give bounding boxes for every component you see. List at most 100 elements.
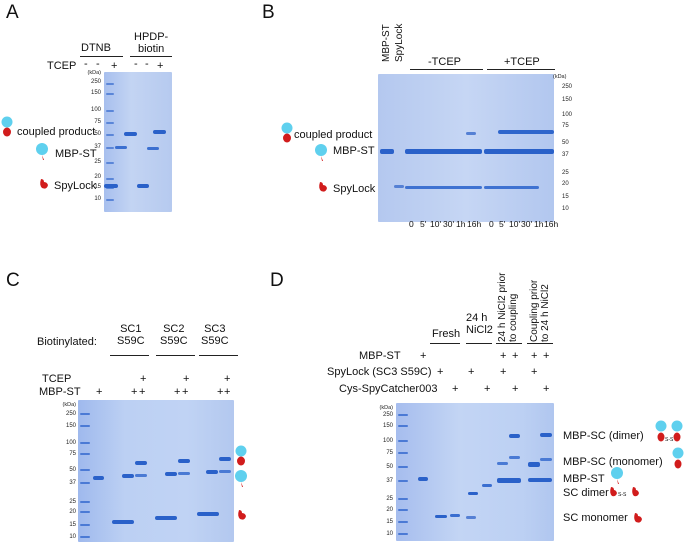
time-label: 0 (409, 219, 414, 229)
divider-fresh (430, 343, 460, 344)
gel-band (206, 470, 218, 474)
gel-band (115, 146, 127, 149)
plus-sign: + (512, 350, 519, 362)
plus-sign: + (224, 386, 231, 398)
sc2-header: SC2 S59C (160, 323, 188, 347)
ladder-band (80, 536, 90, 538)
ladder-band (106, 199, 114, 201)
divider-sc3 (199, 355, 238, 356)
plus-sign: + (217, 386, 224, 398)
plus-sign: + (183, 373, 190, 385)
mw-tick: 20 (562, 181, 569, 187)
panel-a-label: A (6, 2, 19, 23)
mw-tick: 20 (386, 507, 393, 513)
divider-24h-prior (496, 343, 522, 344)
time-label: 5' (499, 219, 506, 229)
time-label: 1h (456, 219, 466, 229)
ss-bond: S-S (665, 437, 674, 443)
time-label: 5' (420, 219, 427, 229)
gel-band (540, 458, 552, 461)
divider-coupling-prior (527, 343, 553, 344)
ladder-band (80, 524, 90, 526)
mw-tick: 150 (382, 423, 393, 429)
row-mbp-st: MBP-ST (359, 350, 401, 362)
gel-band (124, 132, 137, 136)
spylock-icon (40, 179, 48, 189)
gel-band (93, 476, 104, 480)
group-minus-tcep: -TCEP (428, 56, 461, 68)
tcep-sign-a3: + (111, 60, 118, 72)
gel-band (484, 149, 554, 154)
ladder-band (80, 425, 90, 427)
label-coupled-product-b: coupled product (294, 129, 373, 141)
ladder-band (398, 414, 408, 416)
mw-unit-d: (kDa) (379, 405, 393, 411)
time-label: 10' (509, 219, 521, 229)
label-mbp-st-a: MBP-ST (55, 148, 97, 160)
mbp-st-label-c: MBP-ST (39, 386, 81, 398)
mw-tick: 150 (90, 90, 101, 96)
coupled-product-icon (1, 116, 13, 137)
mw-tick: 75 (69, 451, 76, 457)
plus-sign: + (531, 350, 538, 362)
gel-band (509, 434, 520, 438)
divider-hpdp (130, 56, 172, 57)
plus-sign: + (543, 350, 550, 362)
ladder-band (80, 453, 90, 455)
time-label: 30' (443, 219, 455, 229)
ladder-band (106, 110, 114, 112)
plus-sign: + (512, 383, 519, 395)
tcep-sign-a2: - (96, 58, 100, 70)
gel-band (155, 516, 177, 520)
ladder-band (398, 521, 408, 523)
mbp-st-icon (235, 470, 247, 487)
ladder-band (80, 511, 90, 513)
mw-tick: 25 (562, 170, 569, 176)
gel-band (405, 186, 482, 189)
plus-sign: + (500, 366, 507, 378)
ladder-band (398, 440, 408, 442)
mbp-st-icon (36, 143, 48, 160)
ladder-band (398, 509, 408, 511)
time-label: 10' (430, 219, 442, 229)
gel-band (435, 515, 447, 518)
gel-band (528, 462, 540, 467)
gel-b (378, 74, 554, 222)
tcep-label-a: TCEP (47, 60, 77, 72)
condition-coupling-prior: Coupling prior to 24 h NiCl2 (529, 279, 551, 342)
gel-band (147, 147, 159, 150)
group-plus-tcep: +TCEP (504, 56, 540, 68)
mw-tick: 75 (94, 119, 101, 125)
ladder-band (398, 452, 408, 454)
plus-sign: + (131, 386, 138, 398)
time-label: 30' (521, 219, 533, 229)
condition-24h-prior: 24 h NiCl2 prior to coupling (497, 272, 519, 342)
condition-24h: 24 h NiCl2 (466, 312, 493, 336)
label-mbp-st-b: MBP-ST (333, 145, 375, 157)
gel-band (137, 184, 149, 188)
header-dtnb: DTNB (81, 42, 111, 54)
ladder-band (106, 187, 114, 189)
mw-tick: 15 (94, 184, 101, 190)
ladder-band (106, 134, 114, 136)
mw-unit-c: (kDa) (62, 402, 76, 408)
gel-band (450, 514, 460, 517)
gel-band (540, 433, 552, 437)
mw-tick: 10 (562, 206, 569, 212)
tcep-label-c: TCEP (42, 373, 72, 385)
ladder-band (106, 178, 114, 180)
mw-tick: 50 (562, 140, 569, 146)
ladder-band (398, 480, 408, 482)
header-hpdp-biotin: HPDP- biotin (134, 31, 169, 55)
plus-sign: + (96, 386, 103, 398)
ladder-band (106, 83, 114, 85)
mw-tick: 37 (562, 152, 569, 158)
plus-sign: + (531, 366, 538, 378)
mbp-st-icon (611, 467, 623, 484)
mw-tick: 100 (90, 107, 101, 113)
mw-tick: 150 (562, 97, 573, 103)
mw-tick: 100 (382, 438, 393, 444)
plus-sign: + (484, 383, 491, 395)
divider-minus-tcep (410, 69, 483, 70)
ladder-band (80, 413, 90, 415)
